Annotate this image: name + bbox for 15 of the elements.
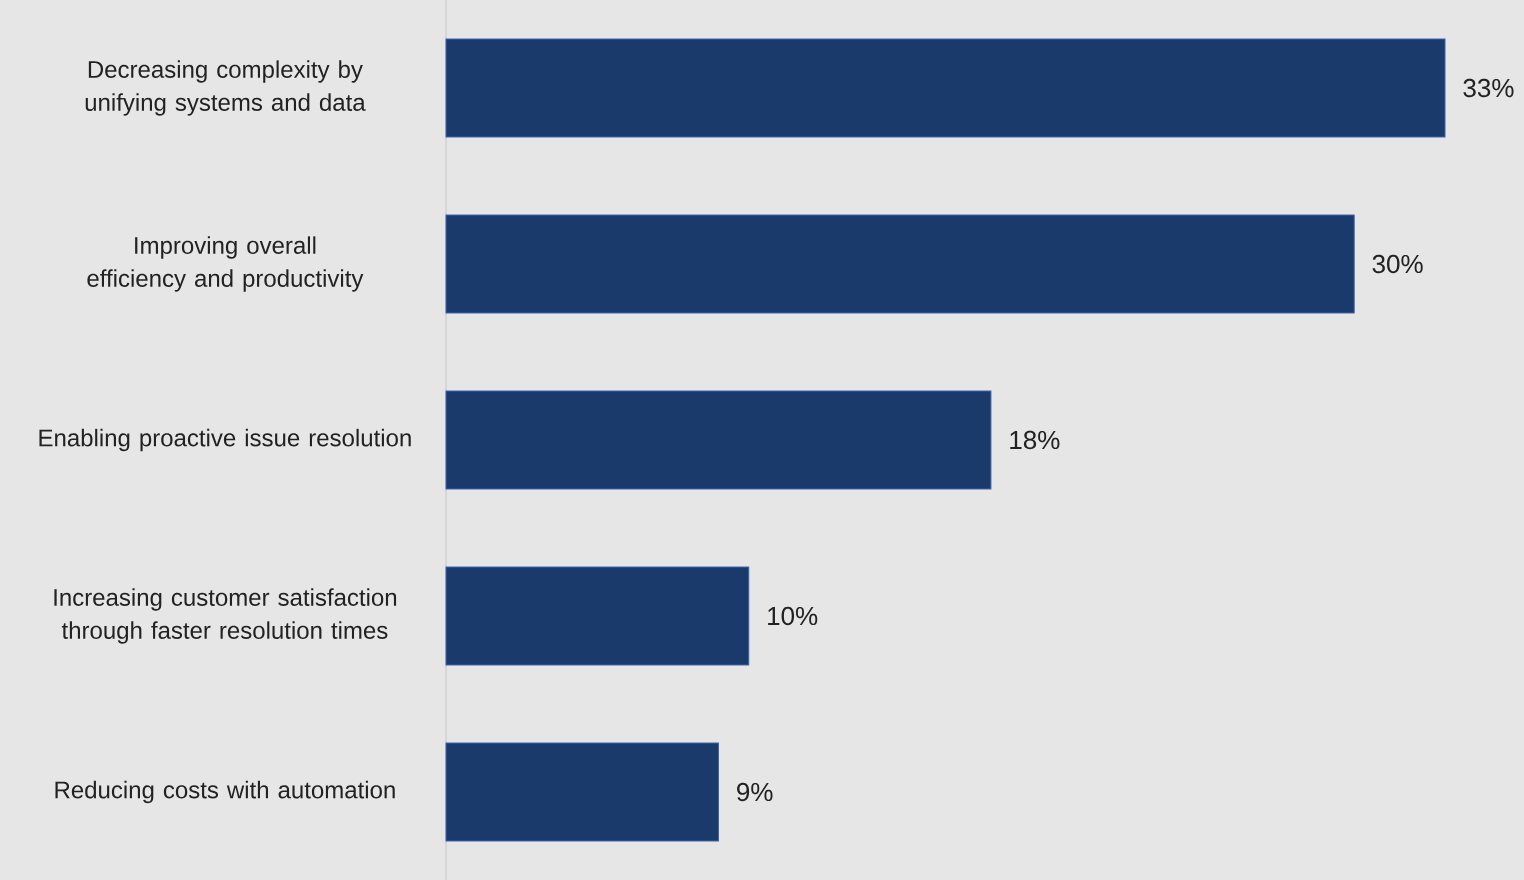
data-label: 18%	[1010, 430, 1060, 450]
data-label: 33%	[1463, 78, 1514, 98]
bar	[445, 742, 719, 842]
bar	[445, 566, 750, 666]
bar	[445, 38, 1446, 138]
y-tick-label: Increasing customer satisfaction through faster resolution times	[54, 588, 397, 644]
bar	[445, 390, 992, 490]
bar	[445, 214, 1355, 314]
data-label: 10%	[768, 606, 818, 626]
data-label: 30%	[1372, 254, 1423, 274]
y-tick-label: Improving overall efficiency and productivity	[87, 236, 364, 292]
y-tick-label: Decreasing complexity by unifying systems and data	[85, 60, 366, 116]
data-label: 9%	[737, 782, 773, 802]
y-tick-label: Reducing costs with automation	[55, 780, 395, 804]
y-tick-label: Enabling proactive issue resolution	[39, 428, 411, 452]
